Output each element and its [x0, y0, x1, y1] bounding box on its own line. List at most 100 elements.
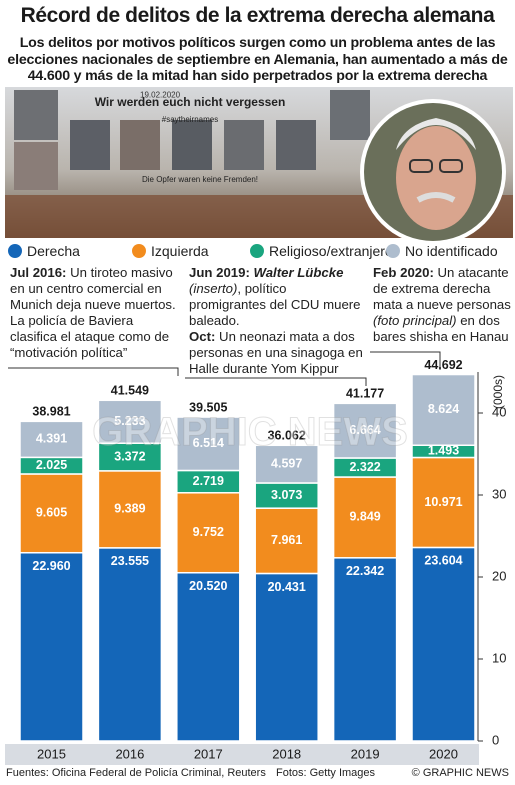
legend-label: Religioso/extranjero [269, 243, 393, 259]
leader-line [185, 377, 367, 386]
annotation-text: (foto principal) [373, 313, 457, 328]
value-label: 4.597 [271, 456, 302, 470]
annotation-leaders [8, 351, 441, 386]
annotation-paragraph: Jun 2019: Walter Lübcke (inserto), polít… [189, 265, 367, 329]
legend-item: Derecha [8, 243, 80, 259]
total-label: 36.062 [268, 429, 306, 443]
legend-item: Religioso/extranjero [250, 243, 393, 259]
legend-label: Izquierda [151, 243, 209, 259]
photo-text: #saytheirnames [162, 115, 218, 124]
annotation-text: Feb 2020: [373, 265, 434, 280]
value-label: 10.971 [424, 495, 462, 509]
legend-item: Izquierda [132, 243, 209, 259]
bar-segment [19, 420, 84, 459]
value-label: 6.514 [193, 436, 224, 450]
credit: © GRAPHIC NEWS [411, 767, 509, 779]
annotation-paragraph: Jul 2016: Un tiroteo masivo en un centro… [10, 265, 182, 361]
x-tick-label: 2019 [351, 746, 380, 761]
value-label: 4.391 [36, 432, 67, 446]
bar-segment [254, 444, 319, 484]
y-axis-label: (000s) [491, 375, 505, 409]
x-tick-label: 2020 [429, 746, 458, 761]
bar-segment [254, 482, 319, 509]
value-label: 20.431 [268, 580, 306, 594]
y-tick-label: 30 [492, 486, 506, 501]
photo-text: Die Opfer waren keine Fremden! [142, 175, 258, 184]
source: Fuentes: Oficina Federal de Policía Crim… [6, 767, 266, 779]
bar-segment [332, 402, 398, 459]
value-label: 3.372 [114, 449, 145, 463]
photo-text: Wir werden euch nicht vergessen [95, 95, 286, 109]
value-label: 20.520 [189, 579, 227, 593]
value-label: 3.073 [271, 488, 302, 502]
legend-label: Derecha [27, 243, 80, 259]
value-label: 22.960 [32, 559, 70, 573]
bar-segment [176, 492, 241, 574]
x-tick-label: 2016 [115, 746, 144, 761]
value-label: 7.961 [271, 533, 302, 547]
annotation-paragraph: Oct: Un neonazi mata a dos personas en u… [189, 329, 367, 377]
total-label: 41.549 [111, 384, 149, 398]
value-label: 2.322 [349, 460, 380, 474]
annotation: Jun 2019: Walter Lübcke (inserto), polít… [189, 265, 367, 377]
annotation-text: , político promigrantes del CDU muere ba… [189, 281, 361, 328]
subtitle: Los delitos por motivos políticos surgen… [7, 35, 508, 84]
photo-text: 19.02.2020 [140, 91, 181, 100]
annotation-text: (inserto) [189, 281, 238, 296]
annotation-text: Jun 2019: [189, 265, 254, 280]
bar-segment [332, 557, 398, 742]
y-tick-label: 10 [492, 650, 506, 665]
annotation: Jul 2016: Un tiroteo masivo en un centro… [10, 265, 182, 361]
bar-segment [411, 546, 476, 742]
value-label: 1.493 [428, 444, 459, 458]
legend: Derecha Izquierda Religioso/extranjero No i… [8, 243, 513, 263]
value-label: 9.389 [114, 502, 145, 516]
total-label: 39.505 [189, 400, 227, 414]
photo: 19.02.2020 Wir werden euch nicht vergess… [5, 87, 513, 245]
photo-credit: Fotos: Getty Images [276, 767, 376, 779]
annotation-text: en dos bares shisha en Hanau [373, 313, 509, 344]
value-label: 9.849 [349, 510, 380, 524]
annotation-text: Un neonazi mata a dos personas en una si… [189, 329, 363, 376]
y-tick-label: 0 [492, 732, 499, 747]
x-tick-label: 2015 [37, 746, 66, 761]
value-label: 2.025 [36, 458, 67, 472]
value-label: 22.342 [346, 564, 384, 578]
legend-swatch [250, 244, 264, 258]
value-label: 5.233 [114, 414, 145, 428]
annotation: Feb 2020: Un atacante de extrema derecha… [373, 265, 513, 345]
bar-segment [176, 416, 241, 472]
bar-segment [176, 571, 241, 742]
value-label: 6.664 [349, 423, 380, 437]
bar-segment [97, 547, 163, 742]
y-tick-label: 40 [492, 404, 506, 419]
legend-swatch [386, 244, 400, 258]
annotation-text: Un tiroteo masivo en un centro comercial… [10, 265, 176, 360]
annotation-text: Un atacante de extrema derecha mata a nu… [373, 265, 511, 312]
watermark: GRAPHIC NEWS [92, 410, 408, 454]
annotation-text: Walter Lübcke [253, 265, 344, 280]
bar-segment [332, 476, 398, 559]
bar-segment [97, 399, 163, 444]
value-label: 8.624 [428, 402, 459, 416]
legend-item: No identificado [386, 243, 498, 259]
total-label: 38.981 [32, 405, 70, 419]
legend-swatch [132, 244, 146, 258]
title: Récord de delitos de la extrema derecha … [20, 4, 495, 27]
value-label: 23.604 [424, 554, 462, 568]
year-band [5, 744, 479, 765]
x-tick-label: 2017 [194, 746, 223, 761]
annotation-paragraph: Feb 2020: Un atacante de extrema derecha… [373, 265, 513, 345]
annotation-text: Oct: [189, 329, 216, 344]
bar-segment [411, 373, 476, 446]
value-label: 9.605 [36, 506, 67, 520]
value-label: 23.555 [111, 554, 149, 568]
bar-segment [19, 551, 84, 742]
value-label: 2.719 [193, 474, 224, 488]
y-tick-label: 20 [492, 568, 506, 583]
annotation-text: Jul 2016: [10, 265, 67, 280]
total-label: 41.177 [346, 387, 384, 401]
total-label: 44.692 [424, 358, 462, 372]
